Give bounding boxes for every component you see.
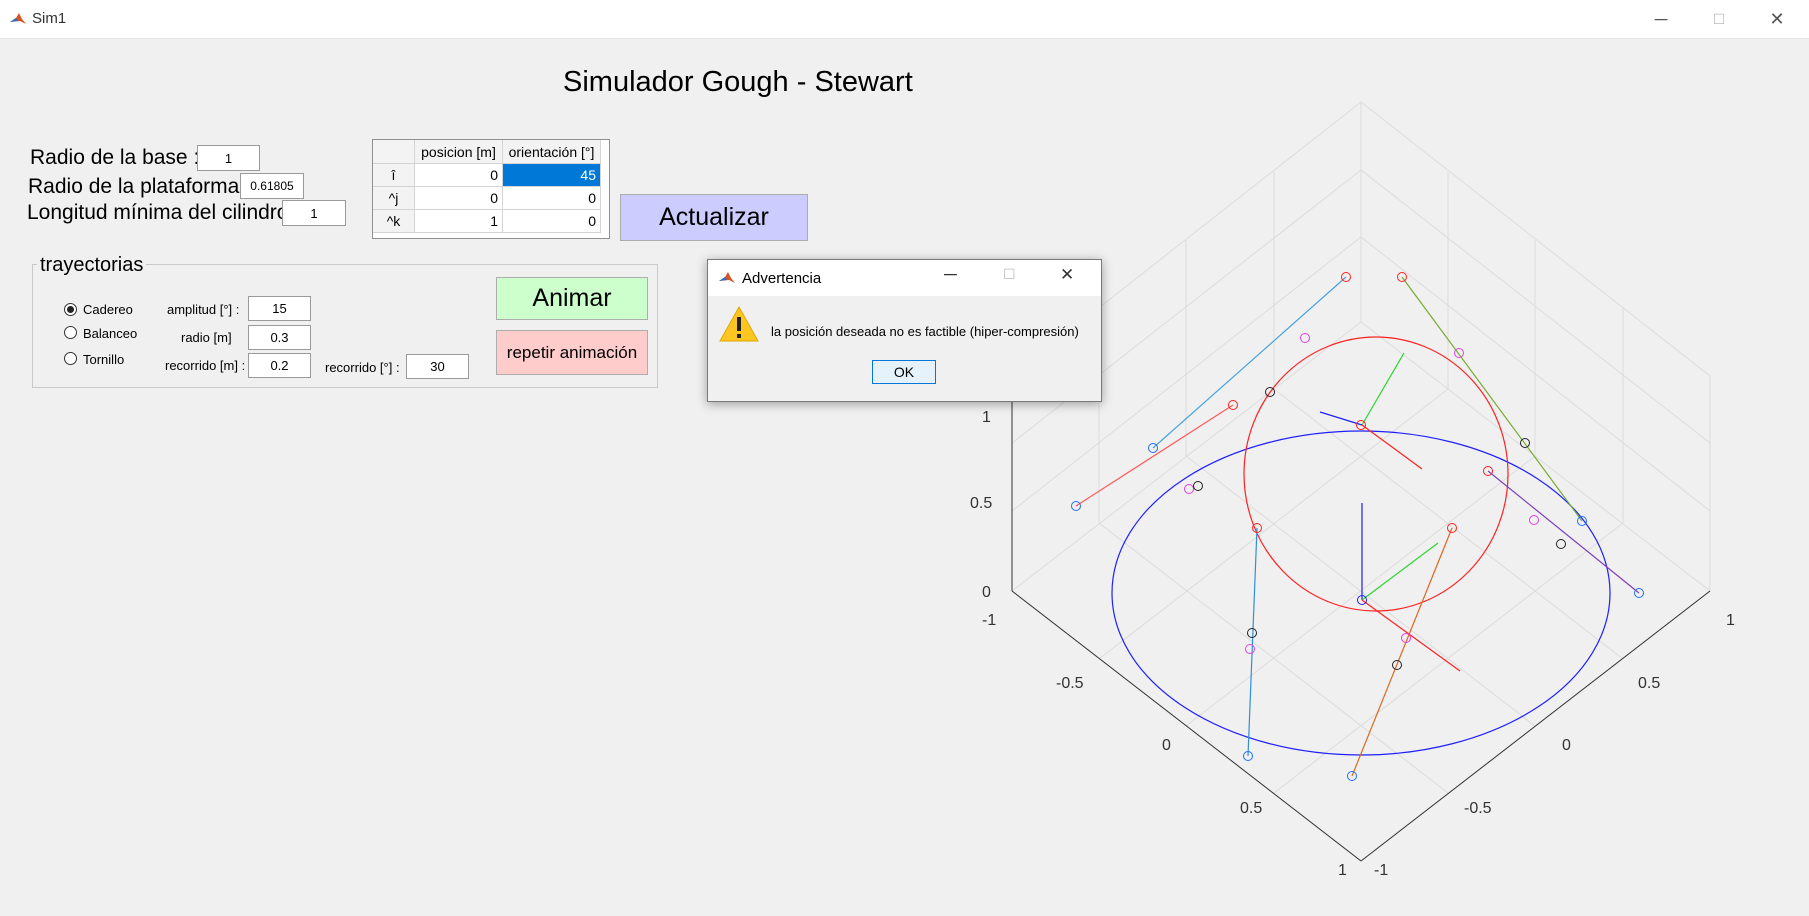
x-tick-label: 1 xyxy=(1338,862,1347,879)
table-cell-ori-j[interactable]: 0 xyxy=(503,187,601,210)
actualizar-button[interactable]: Actualizar xyxy=(620,194,808,241)
y-tick-label: 1 xyxy=(1726,612,1735,629)
z-tick-label: -1 xyxy=(982,612,996,629)
amplitud-label: amplitud [°] : xyxy=(167,302,240,317)
recorrido-m-input[interactable] xyxy=(248,353,311,378)
table-cell-pos-i[interactable]: 0 xyxy=(415,164,503,187)
page-title: Simulador Gough - Stewart xyxy=(563,66,913,98)
warning-icon xyxy=(719,305,759,342)
radio-cadereo-label: Cadereo xyxy=(83,302,133,317)
matlab-icon xyxy=(719,272,735,283)
pose-table[interactable]: posicion [m] orientación [°] î 0 45 ^j 0… xyxy=(372,139,610,239)
trayectorias-title: trayectorias xyxy=(37,254,147,277)
table-row-header: ^k xyxy=(373,210,415,233)
repetir-animacion-button[interactable]: repetir animación xyxy=(496,330,648,375)
z-tick-label: 1 xyxy=(982,409,991,426)
actuator-legs xyxy=(1075,276,1640,777)
y-tick-label: 0 xyxy=(1562,737,1571,754)
maximize-button[interactable]: ☐ xyxy=(1712,11,1726,27)
stewart-3d-plot[interactable]: 1 0.5 0 -1 -0.5 0 0.5 1 1 0.5 0 -0.5 -1 xyxy=(940,80,1760,890)
radio-trayectoria-label: radio [m] xyxy=(181,330,232,345)
axes-grid xyxy=(1011,100,1711,862)
floor-edge xyxy=(1360,321,1711,592)
table-cell-pos-k[interactable]: 1 xyxy=(415,210,503,233)
table-cell-pos-j[interactable]: 0 xyxy=(415,187,503,210)
dialog-title: Advertencia xyxy=(742,270,822,287)
dialog-title-bar: Advertencia ─ ☐ ✕ xyxy=(708,260,1101,296)
trayectorias-panel: trayectorias Cadereo Balanceo Tornillo a… xyxy=(32,254,658,388)
radio-trayectoria-input[interactable] xyxy=(248,325,311,350)
platform-circle xyxy=(1243,336,1509,612)
dialog-message: la posición deseada no es factible (hipe… xyxy=(771,324,1079,339)
base-circle xyxy=(1111,430,1611,756)
longitud-input[interactable] xyxy=(282,200,346,226)
z-tick-label: 0 xyxy=(982,584,991,601)
table-row-header: î xyxy=(373,164,415,187)
window-title: Sim1 xyxy=(32,10,67,27)
window-title-bar: Sim1 ─ ☐ ✕ xyxy=(0,0,1809,39)
dialog-close-button[interactable]: ✕ xyxy=(1060,265,1075,284)
radio-tornillo[interactable] xyxy=(64,352,77,365)
radio-balanceo-label: Balanceo xyxy=(83,326,138,341)
table-header-orientacion[interactable]: orientación [°] xyxy=(503,140,601,164)
table-corner xyxy=(373,140,415,164)
base-frame xyxy=(1361,503,1461,672)
dialog-maximize-button[interactable]: ☐ xyxy=(1003,266,1016,282)
radio-balanceo[interactable] xyxy=(64,326,77,339)
z-tick-label: 0.5 xyxy=(970,495,992,512)
longitud-label: Longitud mínima del cilindro : xyxy=(27,201,301,224)
y-tick-label: 0.5 xyxy=(1638,675,1660,692)
recorrido-deg-label: recorrido [°] : xyxy=(325,360,400,375)
x-tick-label: 0.5 xyxy=(1240,800,1262,817)
warning-dialog: Advertencia ─ ☐ ✕ la posición deseada no… xyxy=(707,259,1102,402)
y-tick-label: -1 xyxy=(1374,862,1388,879)
amplitud-input[interactable] xyxy=(248,296,311,321)
axes-lines xyxy=(1011,376,1711,862)
recorrido-m-label: recorrido [m] : xyxy=(165,358,246,373)
radio-tornillo-label: Tornillo xyxy=(83,352,125,367)
table-cell-ori-k[interactable]: 0 xyxy=(503,210,601,233)
dialog-minimize-button[interactable]: ─ xyxy=(944,264,957,284)
table-cell-ori-i[interactable]: 45 xyxy=(503,164,601,187)
animar-button[interactable]: Animar xyxy=(496,277,648,320)
radio-plataforma-label: Radio de la plataforma : xyxy=(28,175,251,198)
minimize-button[interactable]: ─ xyxy=(1654,9,1668,29)
platform-frame xyxy=(1319,352,1423,470)
x-tick-label: 0 xyxy=(1162,737,1171,754)
matlab-icon xyxy=(9,11,27,27)
close-button[interactable]: ✕ xyxy=(1769,9,1785,29)
recorrido-deg-input[interactable] xyxy=(406,354,469,379)
ok-button[interactable]: OK xyxy=(872,360,936,384)
radio-plataforma-input[interactable] xyxy=(240,173,304,199)
y-tick-label: -0.5 xyxy=(1464,800,1492,817)
table-header-posicion[interactable]: posicion [m] xyxy=(415,140,503,164)
x-tick-label: -0.5 xyxy=(1056,675,1084,692)
radio-base-input[interactable] xyxy=(197,145,260,171)
radio-base-label: Radio de la base : xyxy=(30,146,200,169)
table-row-header: ^j xyxy=(373,187,415,210)
back-wall-right xyxy=(1360,101,1711,591)
joint-markers xyxy=(1071,272,1644,781)
radio-cadereo[interactable] xyxy=(64,303,77,316)
